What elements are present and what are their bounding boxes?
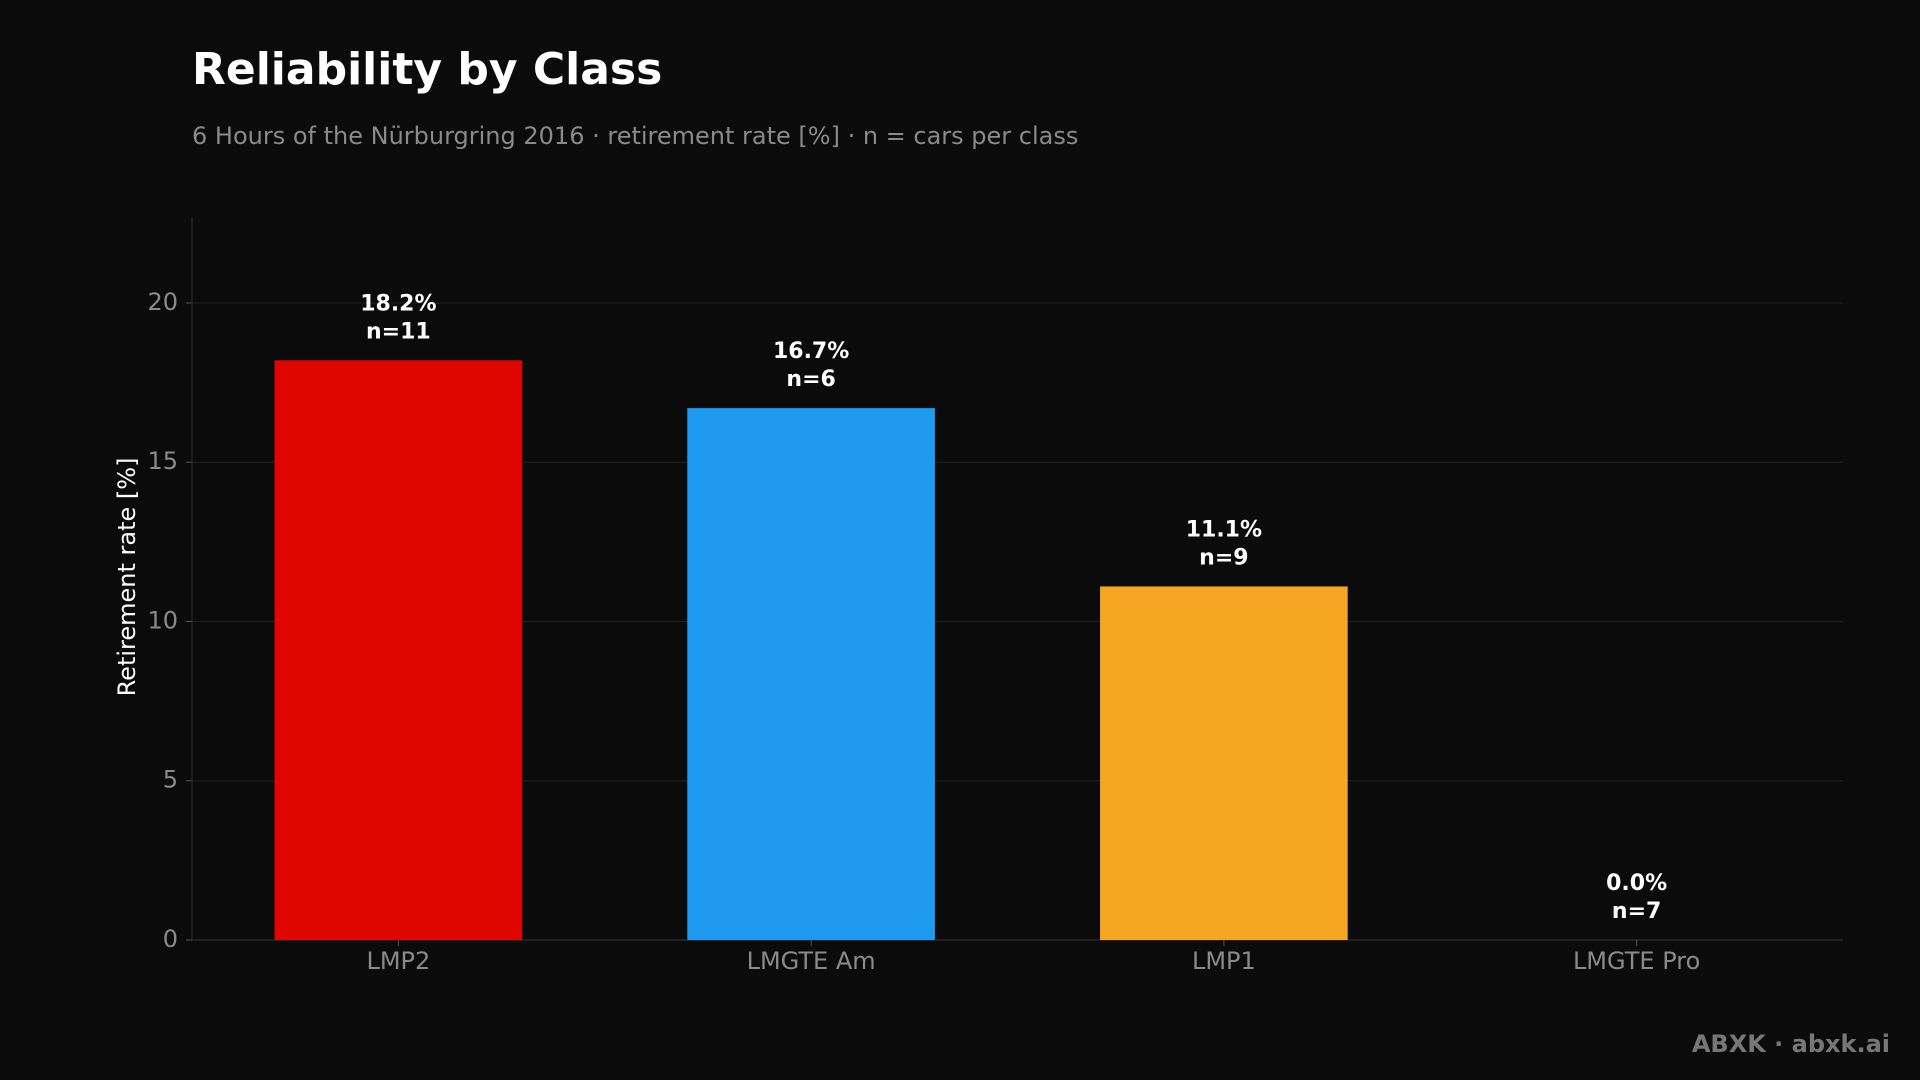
x-tick-label: LMGTE Pro [1573,947,1700,975]
chart-title: Reliability by Class [192,44,662,95]
value-label: 0.0% [1606,871,1667,896]
sample-label: n=9 [1199,545,1248,570]
x-tick-label: LMGTE Am [747,947,876,975]
y-tick-label: 10 [147,606,178,634]
value-label: 18.2% [360,291,436,316]
x-tick-label: LMP1 [1192,947,1256,975]
y-tick-label: 20 [147,288,178,316]
sample-label: n=7 [1612,899,1661,924]
bar [274,360,523,940]
x-tick-label: LMP2 [366,947,430,975]
bar [1100,586,1348,940]
chart-subtitle: 6 Hours of the Nürburgring 2016 · retire… [192,122,1078,150]
y-tick-label: 0 [163,925,178,953]
y-tick-label: 15 [147,447,178,475]
y-tick-label: 5 [163,766,178,794]
footer: ABXK · abxk.ai [1692,1030,1890,1058]
sample-label: n=11 [366,319,431,344]
y-axis-label: Retirement rate [%] [113,458,141,697]
value-label: 11.1% [1186,517,1262,542]
bar [687,408,935,940]
sample-label: n=6 [786,367,835,392]
value-label: 16.7% [773,339,849,364]
